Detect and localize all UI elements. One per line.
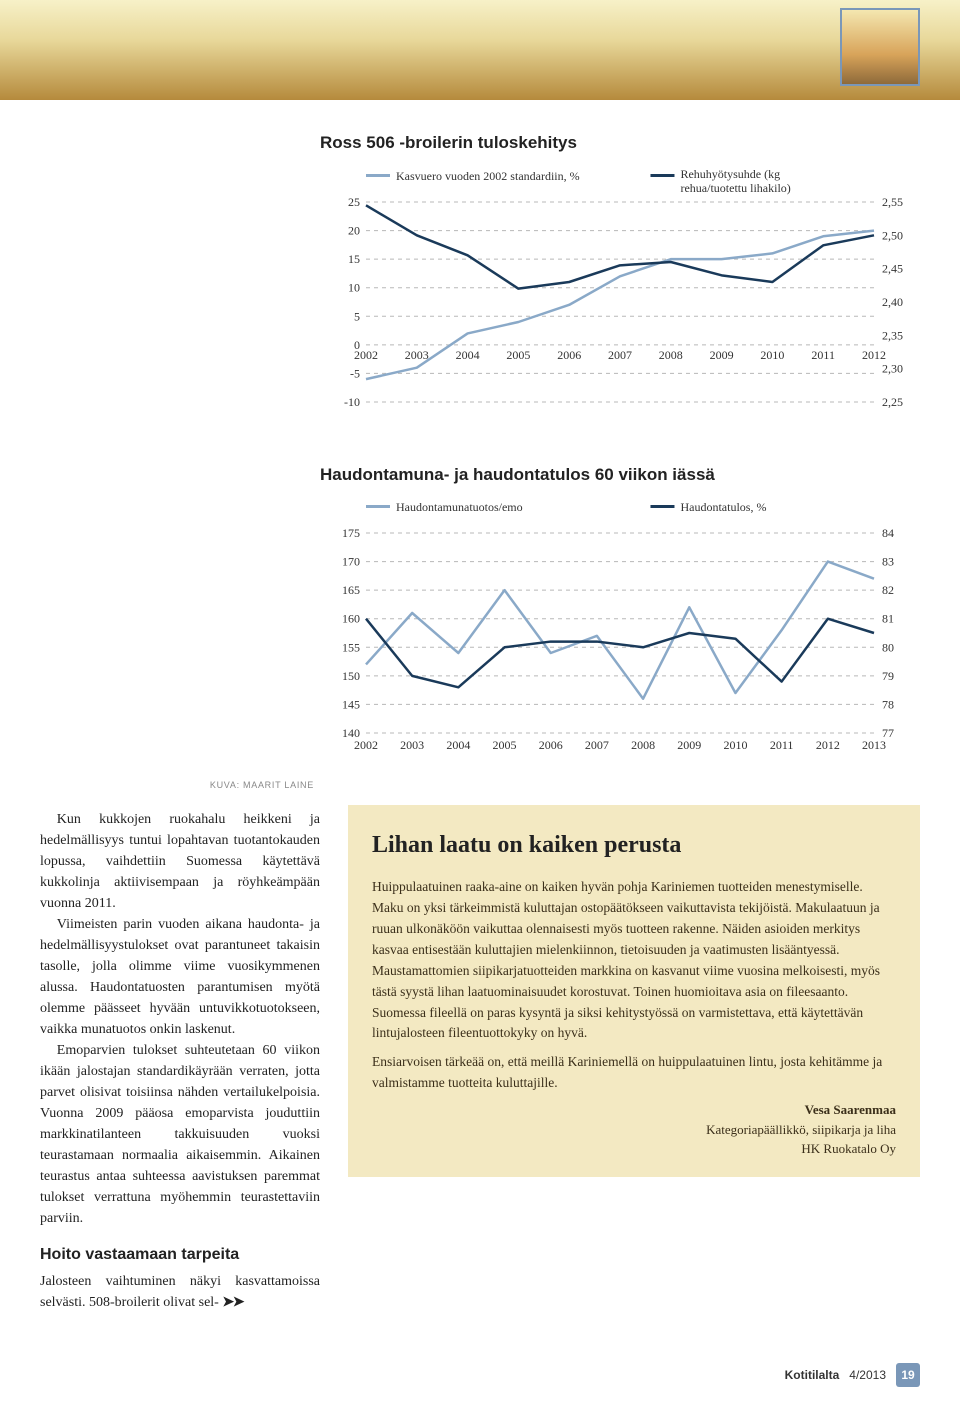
infobox: Lihan laatu on kaiken perusta Huippulaat… (348, 805, 920, 1177)
chart1-plot: Kasvuero vuoden 2002 standardiin, % Rehuh… (320, 168, 920, 428)
magazine-name: Kotitilalta (785, 1366, 840, 1384)
svg-text:150: 150 (342, 669, 360, 683)
page-footer: Kotitilalta 4/2013 19 (40, 1363, 920, 1387)
svg-text:2,35: 2,35 (882, 328, 903, 342)
body-p3: Emoparvien tulokset suhteutetaan 60 viik… (40, 1040, 320, 1229)
svg-text:2004: 2004 (446, 738, 470, 752)
svg-text:2,45: 2,45 (882, 261, 903, 275)
hero-banner (0, 0, 960, 100)
svg-text:165: 165 (342, 583, 360, 597)
svg-text:2011: 2011 (811, 347, 835, 361)
svg-text:2004: 2004 (456, 347, 480, 361)
svg-text:2010: 2010 (760, 347, 784, 361)
infobox-title: Lihan laatu on kaiken perusta (372, 827, 896, 863)
svg-text:2003: 2003 (405, 347, 429, 361)
svg-text:155: 155 (342, 640, 360, 654)
infobox-p2: Ensiarvoisen tärkeää on, että meillä Kar… (372, 1052, 896, 1094)
svg-text:2007: 2007 (585, 738, 609, 752)
svg-text:Haudontamunatuotos/emo: Haudontamunatuotos/emo (396, 500, 523, 514)
chart2-plot: Haudontamunatuotos/emo Haudontatulos, % 14… (320, 499, 920, 759)
chick-thumbnail (840, 8, 920, 86)
body-h2: Hoito vastaamaan tarpeita (40, 1243, 320, 1267)
svg-text:Haudontatulos, %: Haudontatulos, % (680, 500, 766, 514)
page-number: 19 (896, 1363, 920, 1387)
svg-text:80: 80 (882, 640, 894, 654)
svg-text:160: 160 (342, 612, 360, 626)
body-p2: Viimeisten parin vuoden aikana haudonta-… (40, 914, 320, 1040)
svg-text:175: 175 (342, 526, 360, 540)
svg-text:rehua/tuotettu lihakilo): rehua/tuotettu lihakilo) (680, 181, 790, 195)
svg-text:-5: -5 (350, 366, 360, 380)
svg-text:2,50: 2,50 (882, 228, 903, 242)
svg-text:5: 5 (354, 309, 360, 323)
svg-text:2012: 2012 (862, 347, 886, 361)
infobox-signature: Vesa Saarenmaa Kategoriapäällikkö, siipi… (372, 1100, 896, 1159)
svg-text:2010: 2010 (723, 738, 747, 752)
sig-org: HK Ruokatalo Oy (801, 1141, 896, 1156)
svg-text:2005: 2005 (506, 347, 530, 361)
svg-text:2009: 2009 (710, 347, 734, 361)
svg-text:170: 170 (342, 555, 360, 569)
photo-credit: KUVA: MAARIT LAINE (40, 779, 314, 793)
infobox-p1: Huippulaatuinen raaka-aine on kaiken hyv… (372, 877, 896, 1044)
svg-text:2009: 2009 (677, 738, 701, 752)
chart1-title: Ross 506 -broilerin tuloskehitys (320, 130, 920, 156)
svg-text:2006: 2006 (557, 347, 581, 361)
svg-text:10: 10 (348, 280, 360, 294)
svg-text:2005: 2005 (493, 738, 517, 752)
svg-text:-10: -10 (344, 395, 360, 409)
svg-text:82: 82 (882, 583, 894, 597)
svg-text:2007: 2007 (608, 347, 632, 361)
svg-text:2008: 2008 (659, 347, 683, 361)
svg-text:2002: 2002 (354, 738, 378, 752)
svg-text:2008: 2008 (631, 738, 655, 752)
svg-text:2,30: 2,30 (882, 361, 903, 375)
svg-text:79: 79 (882, 669, 894, 683)
body-p1: Kun kukkojen ruokahalu heikkeni ja hedel… (40, 809, 320, 914)
svg-text:2002: 2002 (354, 347, 378, 361)
svg-text:15: 15 (348, 252, 360, 266)
svg-text:83: 83 (882, 555, 894, 569)
svg-text:25: 25 (348, 195, 360, 209)
svg-text:78: 78 (882, 697, 894, 711)
svg-text:20: 20 (348, 223, 360, 237)
issue-number: 4/2013 (849, 1366, 886, 1384)
svg-text:145: 145 (342, 697, 360, 711)
chart2-title: Haudontamuna- ja haudontatulos 60 viikon… (320, 462, 920, 488)
continue-marker: ➤➤ (222, 1295, 243, 1310)
svg-text:2,55: 2,55 (882, 195, 903, 209)
svg-text:2,25: 2,25 (882, 395, 903, 409)
sig-name: Vesa Saarenmaa (805, 1102, 896, 1117)
svg-text:84: 84 (882, 526, 894, 540)
two-column-layout: KUVA: MAARIT LAINE Kun kukkojen ruokahal… (40, 779, 920, 1313)
body-p4: Jalosteen vaihtuminen näkyi kasvattamois… (40, 1274, 320, 1310)
figure-1: Ross 506 -broilerin tuloskehitys Kasvuer… (40, 130, 920, 428)
left-column: KUVA: MAARIT LAINE Kun kukkojen ruokahal… (40, 779, 320, 1313)
svg-text:2,40: 2,40 (882, 295, 903, 309)
svg-text:2012: 2012 (816, 738, 840, 752)
sig-role: Kategoriapäällikkö, siipikarja ja liha (706, 1122, 896, 1137)
figure-2: Haudontamuna- ja haudontatulos 60 viikon… (40, 462, 920, 760)
svg-text:2006: 2006 (539, 738, 563, 752)
right-column: Lihan laatu on kaiken perusta Huippulaat… (348, 779, 920, 1313)
svg-text:81: 81 (882, 612, 894, 626)
svg-text:2011: 2011 (770, 738, 794, 752)
svg-text:Rehuhyötysuhde (kg: Rehuhyötysuhde (kg (680, 168, 780, 181)
svg-text:2003: 2003 (400, 738, 424, 752)
svg-text:2013: 2013 (862, 738, 886, 752)
page-content: Ross 506 -broilerin tuloskehitys Kasvuer… (0, 100, 960, 1427)
svg-text:Kasvuero vuoden 2002 standardi: Kasvuero vuoden 2002 standardiin, % (396, 169, 580, 183)
